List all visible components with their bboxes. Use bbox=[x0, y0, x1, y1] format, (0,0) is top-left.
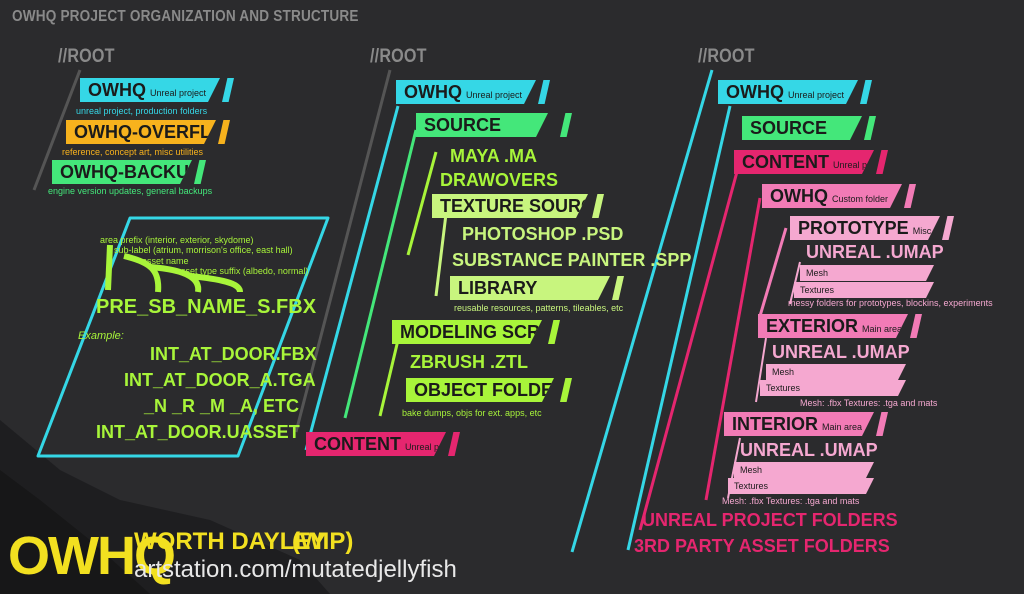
col2-library-tag: LIBRARY bbox=[450, 276, 610, 300]
col2-object-folders-tag: OBJECT FOLDERS bbox=[406, 378, 554, 402]
col2-texture-source-name: TEXTURE SOURCE bbox=[440, 196, 607, 216]
col2-drawovers: DRAWOVERS bbox=[440, 170, 559, 190]
footer-author: WORTH DAYLEY bbox=[134, 528, 327, 555]
naming-area-prefix: area prefix (interior, exterior, skydome… bbox=[100, 235, 254, 245]
col2-library-name: LIBRARY bbox=[458, 278, 538, 298]
col3-third-party-folders: 3RD PARTY ASSET FOLDERS bbox=[634, 536, 890, 556]
naming-example-label: Example: bbox=[78, 330, 124, 342]
col1-backup-tag: OWHQ-BACKUP bbox=[52, 160, 192, 184]
col1-overflow-name: OWHQ-OVERFLOW bbox=[74, 122, 242, 142]
naming-asset-type: asset type suffix (albedo, normal) bbox=[176, 266, 309, 276]
col2-source-name: SOURCE bbox=[424, 115, 502, 135]
col2-photoshop: PHOTOSHOP .PSD bbox=[462, 224, 624, 244]
col1-owhq-caption: unreal project, production folders bbox=[76, 106, 208, 116]
col1-backup-name: OWHQ-BACKUP bbox=[60, 162, 201, 182]
page-title: OWHQ PROJECT ORGANIZATION AND STRUCTURE bbox=[12, 8, 359, 25]
col3-owhq-note: Unreal project bbox=[788, 90, 845, 100]
col3-ext-umap: UNREAL .UMAP bbox=[772, 342, 910, 362]
col3-prototype-tag: PROTOTYPE Misc. junk bbox=[790, 216, 940, 240]
naming-asset-name: asset name bbox=[142, 256, 189, 266]
col3-int-umap: UNREAL .UMAP bbox=[740, 440, 878, 460]
col3-ext-caption: Mesh: .fbx Textures: .tga and mats bbox=[800, 398, 938, 408]
col3-exterior-tag: EXTERIOR Main area bbox=[758, 314, 908, 338]
col3-int-textures: Textures bbox=[728, 478, 874, 494]
col1-backup-caption: engine version updates, general backups bbox=[48, 186, 213, 196]
col3-interior-name: INTERIOR bbox=[732, 414, 819, 434]
col3-content-tag: CONTENT Unreal project bbox=[734, 150, 874, 174]
col3-int-mesh: Mesh bbox=[734, 462, 874, 478]
col2-owhq-note: Unreal project bbox=[466, 90, 523, 100]
col2-object-folders-name: OBJECT FOLDERS bbox=[414, 380, 579, 400]
col2-content-tag: CONTENT Unreal project bbox=[306, 432, 446, 456]
col2-source-tag: SOURCE bbox=[416, 113, 548, 137]
col2-texture-source-tag: TEXTURE SOURCE bbox=[432, 194, 588, 218]
footer-url[interactable]: artstation.com/mutatedjellyfish bbox=[134, 556, 457, 583]
col3-exterior-name: EXTERIOR bbox=[766, 316, 859, 336]
col3-source-tag: SOURCE bbox=[742, 116, 862, 140]
col3-exterior-note: Main area bbox=[862, 324, 903, 334]
col3-interior-note: Main area bbox=[822, 422, 863, 432]
col3-ext-mesh: Mesh bbox=[766, 364, 906, 380]
col1-owhq-tag: OWHQ Unreal project bbox=[80, 78, 220, 102]
col2-substance: SUBSTANCE PAINTER .SPP bbox=[452, 250, 692, 270]
col2-content-note: Unreal project bbox=[405, 442, 462, 452]
col3-proto-umap: UNREAL .UMAP bbox=[806, 242, 944, 262]
col1-root-label: //ROOT bbox=[58, 46, 115, 67]
col2-zbrush: ZBRUSH .ZTL bbox=[410, 352, 528, 372]
col3-proto-textures: Textures bbox=[794, 282, 934, 298]
col1-owhq-name: OWHQ bbox=[88, 80, 146, 100]
naming-example-2: INT_AT_DOOR_A.TGA bbox=[124, 370, 316, 390]
col3-proto-caption: messy folders for prototypes, blockins, … bbox=[788, 298, 993, 308]
col3-unreal-project-folders: UNREAL PROJECT FOLDERS bbox=[642, 510, 898, 530]
col3-source-name: SOURCE bbox=[750, 118, 828, 138]
col3-interior-tag: INTERIOR Main area bbox=[724, 412, 874, 436]
naming-pattern: PRE_SB_NAME_S.FBX bbox=[96, 296, 317, 318]
col3-owhq-name: OWHQ bbox=[726, 82, 784, 102]
col1-overflow-caption: reference, concept art, misc utilities bbox=[62, 147, 204, 157]
col3-content-note: Unreal project bbox=[833, 160, 890, 170]
col3-owhq-custom-tag: OWHQ Custom folder bbox=[762, 184, 902, 208]
col2-owhq-tag: OWHQ Unreal project bbox=[396, 80, 536, 104]
col2-content-name: CONTENT bbox=[314, 434, 401, 454]
col3-proto-mesh: Mesh bbox=[800, 265, 934, 281]
col3-root-label: //ROOT bbox=[698, 46, 755, 67]
footer-status: (WIP) bbox=[292, 528, 354, 555]
col2-modeling-scratch-tag: MODELING SCRATCH bbox=[392, 320, 542, 344]
col3-owhq-tag: OWHQ Unreal project bbox=[718, 80, 858, 104]
col2-root-label: //ROOT bbox=[370, 46, 427, 67]
col1-overflow-tag: OWHQ-OVERFLOW bbox=[66, 120, 216, 144]
col2-library-caption: reusable resources, patterns, tileables,… bbox=[454, 303, 624, 313]
naming-example-1: INT_AT_DOOR.FBX bbox=[150, 344, 317, 364]
naming-box bbox=[36, 216, 330, 458]
col3-content-name: CONTENT bbox=[742, 152, 829, 172]
col3-ext-textures: Textures bbox=[760, 380, 906, 396]
col3-prototype-name: PROTOTYPE bbox=[798, 218, 909, 238]
col2-object-folders-caption: bake dumps, objs for ext. apps, etc bbox=[402, 408, 542, 418]
col3-int-caption: Mesh: .fbx Textures: .tga and mats bbox=[722, 496, 860, 506]
col3-owhq-custom-note: Custom folder bbox=[832, 194, 889, 204]
naming-example-4: INT_AT_DOOR.UASSET bbox=[96, 422, 300, 442]
footer-logo: OWHQ bbox=[8, 526, 176, 586]
col2-maya: MAYA .MA bbox=[450, 146, 538, 166]
col2-owhq-name: OWHQ bbox=[404, 82, 462, 102]
naming-sub-label: sub-label (atrium, morrison's office, ea… bbox=[114, 245, 293, 255]
naming-example-3: _N _R _M _A, ETC bbox=[144, 396, 300, 416]
col3-owhq-custom-name: OWHQ bbox=[770, 186, 828, 206]
col1-owhq-note: Unreal project bbox=[150, 88, 207, 98]
